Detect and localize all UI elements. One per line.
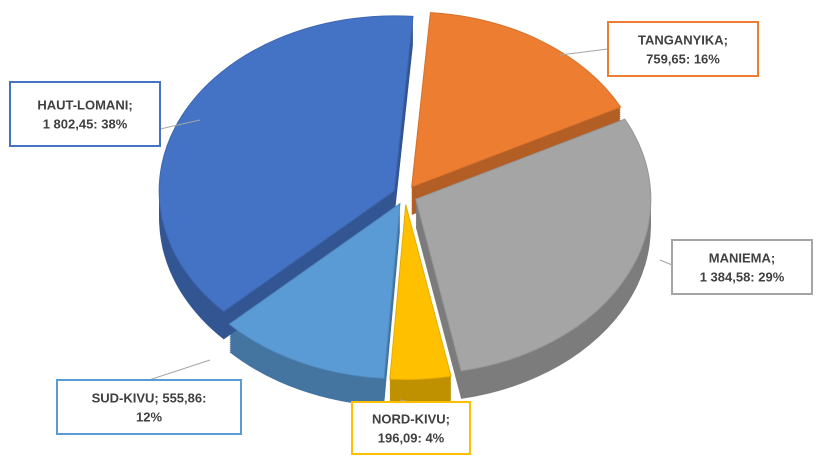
leader-line (559, 48, 609, 56)
data-label: MANIEMA; (709, 251, 775, 266)
data-label: SUD-KIVU; 555,86: (92, 391, 207, 406)
data-label: TANGANYIKA; (638, 33, 728, 48)
label-box (607, 21, 759, 77)
data-label: 12% (136, 410, 162, 425)
slice (158, 15, 414, 312)
data-label: 1 802,45: 38% (43, 117, 128, 132)
label-box (351, 401, 471, 455)
data-label: HAUT-LOMANI; (37, 98, 132, 113)
data-label: NORD-KIVU; (372, 412, 450, 427)
data-label: 759,65: 16% (646, 52, 720, 67)
leader-line (148, 359, 211, 381)
label-box (56, 379, 242, 435)
data-label: 1 384,58: 29% (700, 270, 785, 285)
slice (415, 118, 652, 372)
slice (228, 202, 401, 379)
label-box (671, 239, 813, 295)
slice (389, 204, 452, 381)
label-box (9, 81, 161, 147)
slice (411, 12, 622, 188)
data-label: 196,09: 4% (378, 431, 445, 446)
